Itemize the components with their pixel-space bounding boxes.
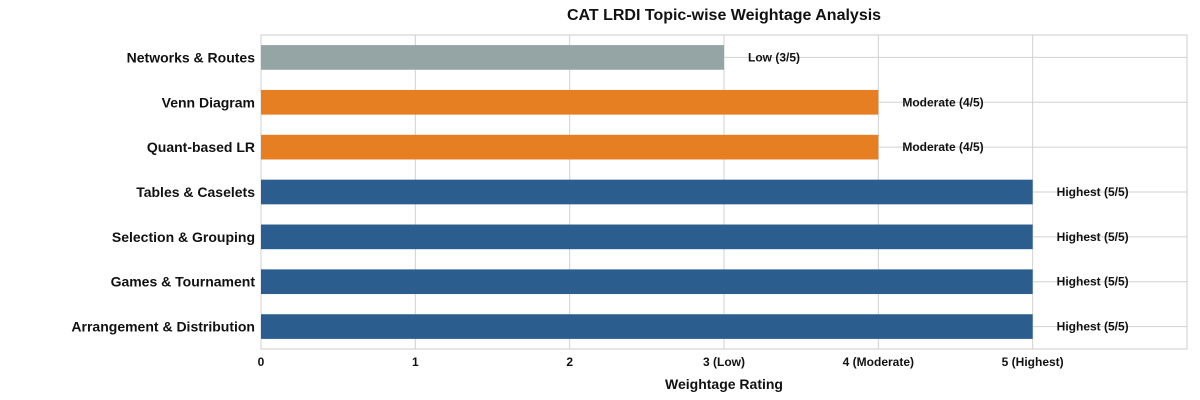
data-label: Highest (5/5) — [1057, 275, 1129, 289]
category-label: Venn Diagram — [162, 94, 255, 110]
data-label: Highest (5/5) — [1057, 320, 1129, 334]
x-axis-ticks: 0 1 2 3 (Low) 4 (Moderate) 5 (Highest) — [258, 355, 1064, 369]
x-tick-label: 2 — [566, 355, 573, 369]
bar — [261, 134, 879, 160]
category-label: Games & Tournament — [111, 274, 256, 290]
bar — [261, 314, 1033, 339]
data-label: Moderate (4/5) — [902, 95, 983, 109]
bar — [261, 179, 1033, 205]
category-label: Tables & Caselets — [136, 184, 255, 200]
data-label: Moderate (4/5) — [902, 140, 983, 154]
chart-title: CAT LRDI Topic-wise Weightage Analysis — [567, 7, 881, 24]
bar — [261, 224, 1033, 250]
bars-layer — [261, 45, 1033, 339]
bar — [261, 89, 879, 115]
data-label: Highest (5/5) — [1057, 230, 1129, 244]
x-tick-label: 3 (Low) — [703, 355, 745, 369]
x-axis-label: Weightage Rating — [665, 376, 783, 392]
category-label: Arrangement & Distribution — [71, 319, 255, 335]
data-label: Highest (5/5) — [1057, 185, 1129, 199]
bar — [261, 45, 724, 70]
x-tick-label: 4 (Moderate) — [843, 355, 914, 369]
category-label: Networks & Routes — [127, 49, 256, 65]
x-tick-label: 1 — [412, 355, 419, 369]
x-tick-label: 0 — [258, 355, 265, 369]
category-label: Quant-based LR — [147, 139, 255, 155]
category-label: Selection & Grouping — [112, 229, 255, 245]
data-label: Low (3/5) — [748, 50, 800, 64]
x-tick-label: 5 (Highest) — [1002, 355, 1064, 369]
bar — [261, 269, 1033, 295]
labels-layer: Networks & Routes Low (3/5) Venn Diagram Mo… — [71, 49, 1128, 334]
